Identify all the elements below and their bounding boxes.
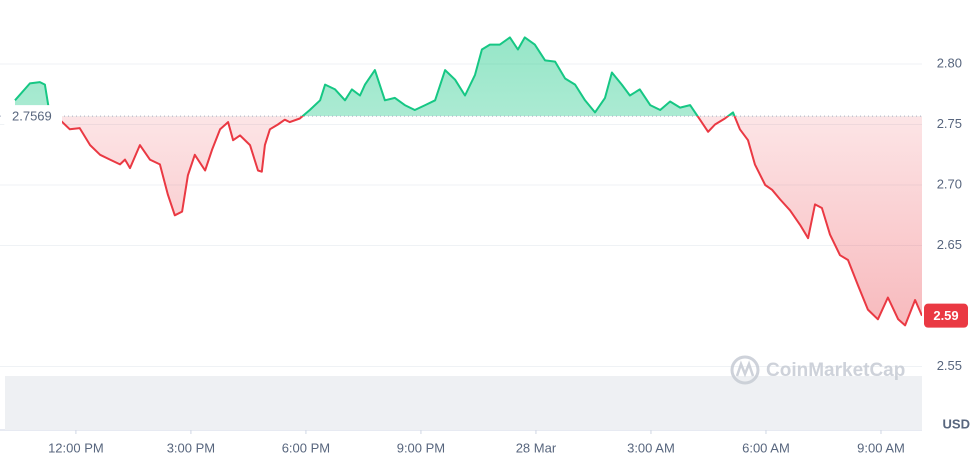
x-tick-label: 12:00 PM <box>48 440 104 455</box>
price-line-above <box>14 36 736 117</box>
x-tick-label: 6:00 PM <box>282 440 330 455</box>
y-tick-label: 2.70 <box>937 176 962 191</box>
x-tick-label: 6:00 AM <box>742 440 790 455</box>
x-tick-label: 9:00 PM <box>397 440 445 455</box>
x-tick-label: 3:00 PM <box>167 440 215 455</box>
area-below <box>52 116 922 326</box>
area-above <box>15 37 922 117</box>
currency-label: USD <box>943 416 970 431</box>
volume-area <box>5 376 922 430</box>
watermark: CoinMarketCap <box>730 355 905 385</box>
y-tick-label: 2.80 <box>937 55 962 70</box>
y-tick-label: 2.65 <box>937 237 962 252</box>
watermark-text: CoinMarketCap <box>766 360 905 381</box>
current-price-label: 2.59 <box>933 308 958 323</box>
price-line-below <box>50 116 922 327</box>
baseline-label-box <box>4 105 62 128</box>
x-tick-label: 3:00 AM <box>627 440 675 455</box>
y-tick-label: 2.55 <box>937 358 962 373</box>
baseline-label: 2.7569 <box>12 109 52 124</box>
y-tick-label: 2.75 <box>937 116 962 131</box>
x-tick-label: 28 Mar <box>516 440 557 455</box>
current-price-badge <box>924 303 968 328</box>
x-tick-label: 9:00 AM <box>857 440 905 455</box>
